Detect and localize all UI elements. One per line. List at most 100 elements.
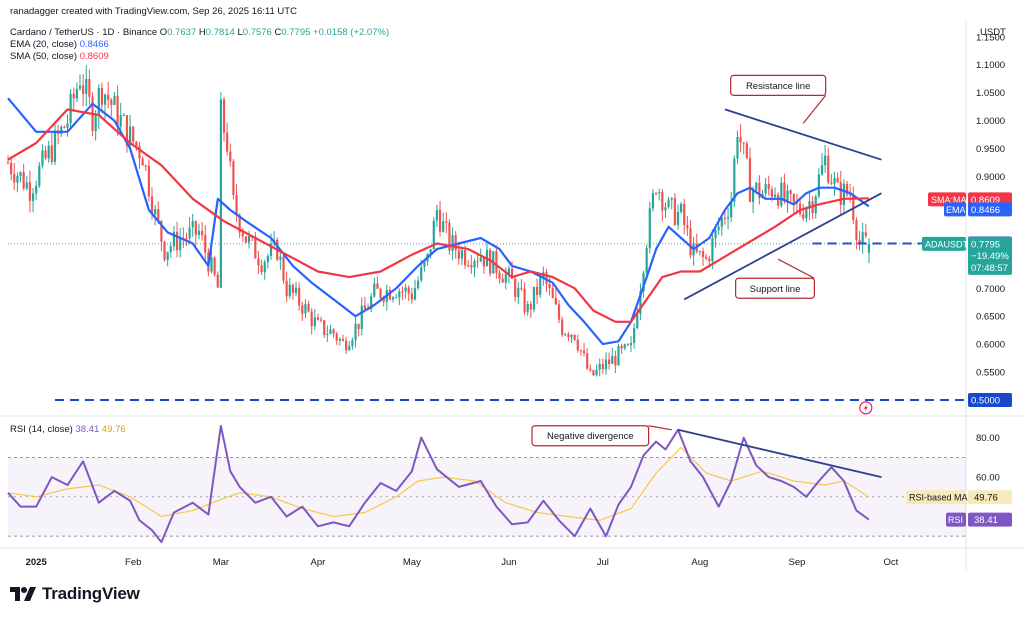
candle <box>529 304 532 310</box>
candle <box>539 277 542 295</box>
candle <box>401 291 404 293</box>
candle <box>410 293 413 300</box>
candle <box>191 221 194 228</box>
candle <box>523 288 526 313</box>
candle <box>864 232 867 236</box>
candle <box>91 96 94 132</box>
candle <box>207 252 210 272</box>
candle <box>235 195 238 216</box>
candle <box>132 126 135 142</box>
tradingview-logo[interactable]: TradingView <box>10 584 140 604</box>
candle <box>135 141 138 147</box>
candle <box>263 261 266 273</box>
rsi-tag-bg <box>968 512 1012 527</box>
candle <box>451 235 454 251</box>
candle <box>172 231 176 247</box>
candle <box>495 251 498 273</box>
candle <box>598 363 601 370</box>
candle <box>614 355 617 366</box>
candle <box>323 320 326 335</box>
candle <box>44 150 47 159</box>
candle <box>279 256 282 260</box>
candle <box>291 284 294 293</box>
candle <box>629 342 633 346</box>
symbol-name[interactable]: Cardano / TetherUS · 1D · Binance <box>10 27 158 38</box>
candle <box>708 258 711 262</box>
candle <box>313 317 316 327</box>
sma-tag-name: SMA:MA <box>931 195 967 205</box>
candle <box>326 333 329 335</box>
candle <box>435 210 439 221</box>
candle <box>28 182 32 201</box>
ema-legend[interactable]: EMA (20, close) 0.8466 <box>10 39 109 50</box>
time-tick-label: May <box>403 557 421 568</box>
candle <box>404 287 407 292</box>
candle <box>251 236 254 238</box>
candle <box>185 238 188 240</box>
candle <box>63 126 66 128</box>
price-tick-label: 0.6000 <box>976 340 1005 351</box>
candle <box>514 278 517 297</box>
divergence-callout-text: Negative divergence <box>547 431 634 442</box>
candle <box>463 250 467 266</box>
candle <box>310 311 313 327</box>
sma-legend[interactable]: SMA (50, close) 0.8609 <box>10 51 109 62</box>
candle <box>792 194 795 203</box>
rsi-tag-name-bg <box>946 512 966 527</box>
symbol-tag-change: −19.49% <box>971 251 1009 262</box>
candle <box>711 238 714 262</box>
candle <box>717 226 720 231</box>
level-0.78-tag-bg <box>968 236 1012 251</box>
candle <box>379 288 382 299</box>
candle <box>438 210 442 232</box>
candle <box>592 370 595 376</box>
support-callout-box <box>735 277 816 299</box>
rsi-legend[interactable]: RSI (14, close) 38.41 49.76 <box>10 424 126 435</box>
candle <box>160 220 163 242</box>
candle <box>395 297 398 299</box>
rsi-ma-tag-name-bg <box>906 490 966 505</box>
candle <box>589 368 592 371</box>
candle <box>701 251 705 257</box>
rsi-tag-name: RSI <box>948 515 963 525</box>
candle <box>686 225 689 229</box>
candle <box>507 268 511 275</box>
candle <box>432 220 435 250</box>
candle <box>319 319 323 321</box>
candle <box>66 123 69 128</box>
rsi-line <box>7 424 870 544</box>
candle <box>654 193 658 195</box>
candle <box>332 329 335 334</box>
time-tick-label: Jul <box>597 557 609 568</box>
symbol-tag-name: ADAUSDT <box>925 239 969 249</box>
candle <box>633 327 636 343</box>
candle <box>345 340 348 351</box>
divergence-callout-pointer <box>648 425 672 431</box>
candle <box>301 305 304 314</box>
symbol-tag-price: 0.7795 <box>971 239 1000 250</box>
resistance-trendline <box>724 108 882 161</box>
price-tick-label: 0.5500 <box>976 368 1005 379</box>
candle <box>232 161 235 196</box>
candles-group <box>6 65 871 377</box>
candle <box>304 304 307 314</box>
level-0.50-tag-bg <box>968 393 1012 408</box>
candle <box>504 274 507 283</box>
candle <box>636 314 639 328</box>
candle <box>639 291 642 315</box>
candle <box>723 217 727 219</box>
lightning-glyph <box>863 403 868 412</box>
candle <box>254 236 257 259</box>
candle <box>351 340 354 346</box>
candle <box>667 199 670 208</box>
candle <box>204 235 207 253</box>
candle <box>608 359 611 364</box>
candle <box>777 194 780 206</box>
rsi-band-fill <box>8 457 966 537</box>
candle <box>532 286 536 310</box>
ema-tag-value: 0.8466 <box>971 205 1000 216</box>
candle <box>786 190 789 201</box>
candle <box>817 174 820 197</box>
candle <box>739 137 742 143</box>
